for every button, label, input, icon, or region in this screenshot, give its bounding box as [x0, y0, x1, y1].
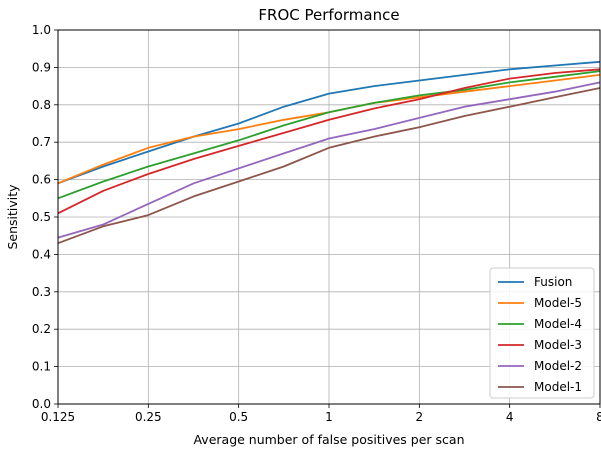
y-tick-label: 0.9 [32, 60, 51, 74]
series-line-model-4 [57, 70, 601, 200]
legend-label: Model-1 [534, 380, 582, 394]
x-tick-label: 0.5 [229, 410, 248, 424]
y-axis-ticks: 0.0 0.1 0.2 0.3 0.4 0.5 0.6 0.7 0.8 0.9 1.0 [32, 23, 58, 411]
legend-label: Model-5 [534, 296, 582, 310]
y-tick-label: 0.2 [32, 322, 51, 336]
series-line-model-1 [57, 87, 601, 245]
y-tick-label: 0.3 [32, 285, 51, 299]
series-line-fusion [57, 60, 601, 185]
x-axis-title: Average number of false positives per sc… [193, 432, 464, 447]
series-line-model-3 [57, 68, 601, 215]
y-tick-label: 1.0 [32, 23, 51, 37]
legend: Fusion Model-5 Model-4 Model-3 Model-2 Model-… [489, 267, 595, 399]
legend-label: Model-3 [534, 338, 582, 352]
x-tick-label: 1 [325, 410, 333, 424]
legend-label: Fusion [534, 275, 572, 289]
y-tick-label: 0.8 [32, 98, 51, 112]
legend-label: Model-2 [534, 359, 582, 373]
chart-title: FROC Performance [258, 6, 399, 24]
y-tick-label: 0.0 [32, 397, 51, 411]
series-lines [57, 60, 601, 245]
y-tick-label: 0.1 [32, 360, 51, 374]
series-line-model-2 [57, 81, 601, 239]
x-tick-label: 0.25 [135, 410, 162, 424]
legend-label: Model-4 [534, 317, 582, 331]
y-tick-label: 0.6 [32, 173, 51, 187]
y-tick-label: 0.4 [32, 247, 51, 261]
x-axis-ticks: 0.125 0.25 0.5 1 2 4 8 [41, 404, 601, 424]
y-tick-label: 0.7 [32, 135, 51, 149]
y-tick-label: 0.5 [32, 210, 51, 224]
y-axis-title: Sensitivity [5, 184, 20, 250]
x-tick-label: 8 [596, 410, 601, 424]
x-tick-label: 4 [506, 410, 514, 424]
x-tick-label: 0.125 [41, 410, 75, 424]
x-tick-label: 2 [416, 410, 424, 424]
